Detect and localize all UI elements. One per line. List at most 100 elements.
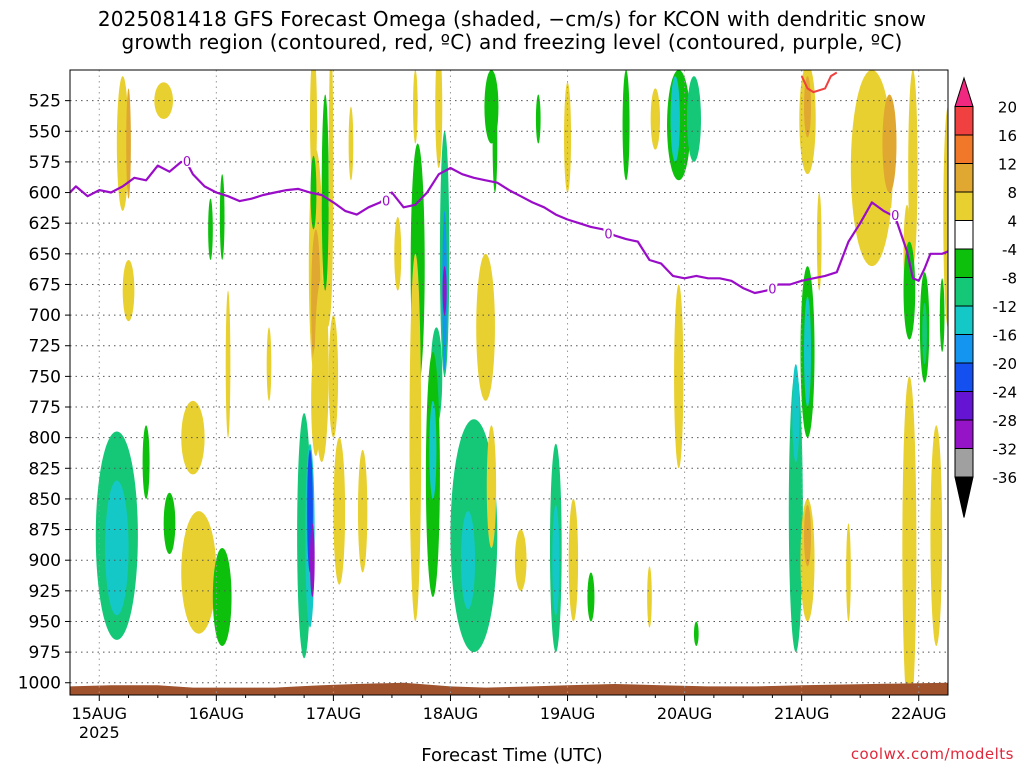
- omega-cell: [908, 70, 918, 267]
- y-tick-label: 975: [29, 643, 61, 663]
- y-tick-label: 675: [29, 275, 61, 295]
- freezing-level-line: [70, 160, 948, 295]
- colorbar-label: -20: [993, 355, 1018, 373]
- omega-cell: [850, 70, 893, 267]
- colorbar-cap-top: [954, 76, 974, 107]
- y-tick-label: 725: [29, 337, 61, 357]
- omega-cell: [442, 266, 447, 316]
- y-tick-label: 625: [29, 214, 61, 234]
- omega-cell: [650, 88, 661, 150]
- colorbar-label: -24: [993, 384, 1018, 402]
- omega-cell: [429, 400, 437, 499]
- omega-cell: [647, 566, 652, 628]
- x-tick-label: 18AUG: [423, 704, 478, 723]
- omega-cell: [903, 241, 916, 340]
- y-tick-label: 600: [29, 184, 61, 204]
- colorbar-swatch: [954, 419, 974, 449]
- colorbar-swatch: [954, 277, 974, 307]
- colorbar-swatch: [954, 305, 974, 335]
- freezing-level-label-bg: [767, 281, 778, 295]
- y-tick-label: 750: [29, 367, 61, 387]
- colorbar-label: -8: [1002, 270, 1017, 288]
- y-tick-label: 850: [29, 490, 61, 510]
- x-tick-label: 19AUG: [540, 704, 595, 723]
- colorbar-label: 12: [998, 156, 1017, 174]
- colorbar-label: 16: [998, 127, 1017, 145]
- x-tick-label: 20AUG: [657, 704, 712, 723]
- colorbar-label: 20: [998, 99, 1017, 117]
- omega-cell: [116, 76, 129, 211]
- colorbar-swatch: [954, 248, 974, 278]
- omega-cell: [674, 284, 684, 469]
- freezing-level-label: 0: [183, 155, 191, 170]
- omega-cell: [693, 621, 699, 646]
- colorbar-swatch: [954, 106, 974, 136]
- omega-cell: [587, 572, 595, 622]
- omega-cell: [792, 364, 800, 463]
- y-tick-label: 550: [29, 122, 61, 142]
- x-tick-label: 15AUG: [72, 704, 127, 723]
- omega-cell: [514, 529, 527, 591]
- y-tick-label: 525: [29, 92, 61, 112]
- omega-cell: [321, 94, 329, 291]
- freezing-level-label-bg: [603, 226, 614, 240]
- y-tick-label: 1000: [18, 674, 61, 694]
- colorbar: 20 16 12 8 4 -4 -8 -12 -16 -20 -24 -28 -32 -36: [954, 76, 1018, 518]
- colorbar-label: -4: [1002, 241, 1017, 259]
- omega-cell: [181, 400, 205, 475]
- omega-cell: [622, 70, 630, 181]
- colorbar-label: -28: [993, 412, 1018, 430]
- x-tick-year: 2025: [79, 723, 120, 742]
- ground-fill: [70, 682, 948, 695]
- y-tick-label: 575: [29, 153, 61, 173]
- omega-cell: [357, 449, 368, 573]
- omega-cell: [492, 94, 498, 193]
- x-tick-label: 17AUG: [306, 704, 361, 723]
- colorbar-label: 4: [1007, 213, 1017, 231]
- ground-layer: [70, 682, 948, 695]
- colorbar-label: -16: [993, 327, 1018, 345]
- omega-cell: [328, 70, 334, 291]
- omega-cell: [804, 296, 812, 408]
- omega-cell: [535, 94, 541, 144]
- freezing-level-label: 0: [382, 194, 390, 209]
- omega-cell: [348, 106, 354, 181]
- freezing-level-label: 0: [768, 283, 776, 298]
- colorbar-label: -12: [993, 298, 1018, 316]
- freezing-level-label-bg: [182, 154, 193, 168]
- omega-cell: [208, 198, 213, 260]
- omega-cell: [902, 376, 917, 695]
- omega-cell: [413, 70, 418, 144]
- colorbar-label: 8: [1007, 184, 1017, 202]
- freezing-level-label-bg: [381, 193, 392, 207]
- omega-cell: [670, 76, 680, 162]
- y-tick-label: 700: [29, 306, 61, 326]
- x-tick-label: 21AUG: [774, 704, 829, 723]
- chart-title-line-2: growth region (contoured, red, ºC) and f…: [121, 30, 903, 54]
- colorbar-swatch: [954, 134, 974, 164]
- omega-cell: [225, 290, 231, 438]
- omega-cell: [930, 425, 943, 646]
- omega-cell: [309, 70, 318, 187]
- omega-cell: [788, 370, 803, 653]
- pressure-axis: 525 550 575 600 625 650 675 700 725 750 775 800 825 8…: [18, 92, 70, 694]
- omega-cell: [686, 76, 701, 162]
- contour-lines: 0 0 0 0 0: [70, 71, 948, 298]
- colorbar-label: -32: [993, 441, 1018, 459]
- omega-cell: [212, 547, 232, 646]
- x-tick-label: 22AUG: [891, 704, 946, 723]
- freezing-level-label: 0: [891, 209, 899, 224]
- omega-cell: [846, 523, 851, 622]
- omega-cell: [552, 505, 560, 616]
- omega-cell: [219, 174, 225, 260]
- omega-cell: [435, 70, 443, 169]
- omega-cell: [939, 278, 945, 352]
- credit-link[interactable]: coolwx.com/modelts: [850, 745, 1014, 763]
- omega-cell: [486, 425, 497, 548]
- y-tick-label: 950: [29, 612, 61, 632]
- y-tick-label: 775: [29, 398, 61, 418]
- grid-lines: [70, 70, 948, 695]
- colorbar-label: -36: [993, 469, 1018, 487]
- x-axis-label: Forecast Time (UTC): [421, 745, 603, 766]
- colorbar-swatch: [954, 163, 974, 193]
